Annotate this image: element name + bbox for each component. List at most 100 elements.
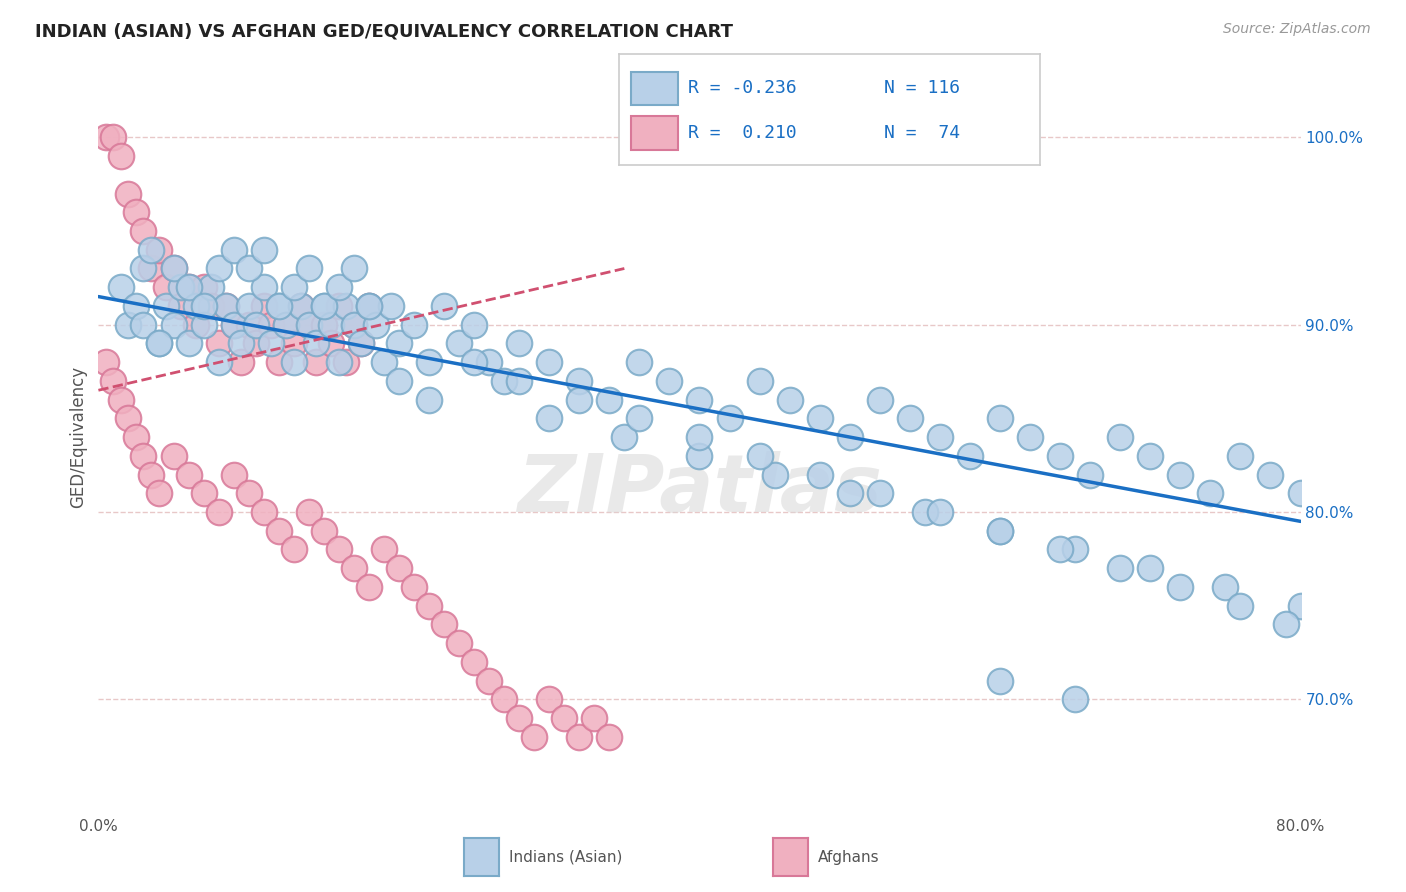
Point xyxy=(177,280,200,294)
Point xyxy=(200,299,222,313)
Point xyxy=(162,261,184,276)
Point xyxy=(1289,486,1312,500)
Point xyxy=(914,505,936,519)
Point xyxy=(689,430,711,444)
Point xyxy=(260,336,283,351)
Point xyxy=(418,599,440,613)
Point xyxy=(1260,467,1282,482)
Point xyxy=(988,524,1011,538)
Point xyxy=(357,299,380,313)
Point xyxy=(689,392,711,407)
Y-axis label: GED/Equivalency: GED/Equivalency xyxy=(69,366,87,508)
Point xyxy=(335,299,357,313)
Point xyxy=(148,336,170,351)
Point xyxy=(208,261,231,276)
Point xyxy=(148,243,170,257)
Point xyxy=(328,280,350,294)
Point xyxy=(898,411,921,425)
Point xyxy=(568,730,591,744)
Point xyxy=(139,243,162,257)
Point xyxy=(276,318,298,332)
Point xyxy=(583,711,606,725)
Point xyxy=(1049,542,1071,557)
Point xyxy=(321,336,343,351)
Point xyxy=(1109,561,1132,575)
Point xyxy=(1229,449,1251,463)
Point xyxy=(568,374,591,388)
Text: Indians (Asian): Indians (Asian) xyxy=(509,850,623,864)
Point xyxy=(193,486,215,500)
Point xyxy=(170,299,193,313)
Point xyxy=(929,430,952,444)
Point xyxy=(103,130,125,145)
Point xyxy=(177,467,200,482)
Point xyxy=(215,299,238,313)
Point xyxy=(94,355,117,369)
Point xyxy=(125,299,148,313)
Point xyxy=(988,673,1011,688)
Point xyxy=(170,280,193,294)
Point xyxy=(253,243,276,257)
Point xyxy=(628,411,651,425)
Point xyxy=(110,149,132,163)
Point xyxy=(162,449,184,463)
Point xyxy=(290,299,312,313)
Point xyxy=(312,318,335,332)
Point xyxy=(117,411,139,425)
Point xyxy=(148,336,170,351)
Point xyxy=(177,336,200,351)
Point xyxy=(373,355,395,369)
Point xyxy=(283,542,305,557)
Point xyxy=(231,336,253,351)
Point xyxy=(1078,467,1101,482)
FancyBboxPatch shape xyxy=(631,116,678,150)
Point xyxy=(869,486,891,500)
Point xyxy=(508,711,530,725)
Point xyxy=(1064,692,1087,706)
Point xyxy=(125,205,148,219)
Point xyxy=(433,299,456,313)
Point xyxy=(1274,617,1296,632)
Point xyxy=(110,392,132,407)
Text: Afghans: Afghans xyxy=(818,850,880,864)
Point xyxy=(215,299,238,313)
Point xyxy=(373,542,395,557)
Point xyxy=(94,130,117,145)
Point xyxy=(305,355,328,369)
Point xyxy=(139,261,162,276)
Point xyxy=(343,561,366,575)
Point xyxy=(508,336,530,351)
Point xyxy=(298,505,321,519)
Point xyxy=(388,561,411,575)
Point xyxy=(779,392,801,407)
Point xyxy=(253,299,276,313)
Point xyxy=(350,336,373,351)
Point xyxy=(238,486,260,500)
Point xyxy=(478,355,501,369)
Point xyxy=(538,692,561,706)
Point xyxy=(869,392,891,407)
Text: N = 116: N = 116 xyxy=(884,79,960,97)
Point xyxy=(447,336,470,351)
Point xyxy=(328,299,350,313)
Point xyxy=(231,355,253,369)
Point xyxy=(260,318,283,332)
Point xyxy=(433,617,456,632)
Point xyxy=(193,299,215,313)
Point xyxy=(689,449,711,463)
Point xyxy=(298,318,321,332)
Point xyxy=(276,318,298,332)
Point xyxy=(162,318,184,332)
Point xyxy=(1170,467,1192,482)
Point xyxy=(628,355,651,369)
Point xyxy=(222,318,245,332)
Text: INDIAN (ASIAN) VS AFGHAN GED/EQUIVALENCY CORRELATION CHART: INDIAN (ASIAN) VS AFGHAN GED/EQUIVALENCY… xyxy=(35,22,733,40)
Point xyxy=(184,299,207,313)
Point xyxy=(538,411,561,425)
Point xyxy=(208,355,231,369)
Point xyxy=(238,318,260,332)
Point xyxy=(208,336,231,351)
FancyBboxPatch shape xyxy=(631,71,678,105)
Point xyxy=(357,580,380,594)
Point xyxy=(253,280,276,294)
